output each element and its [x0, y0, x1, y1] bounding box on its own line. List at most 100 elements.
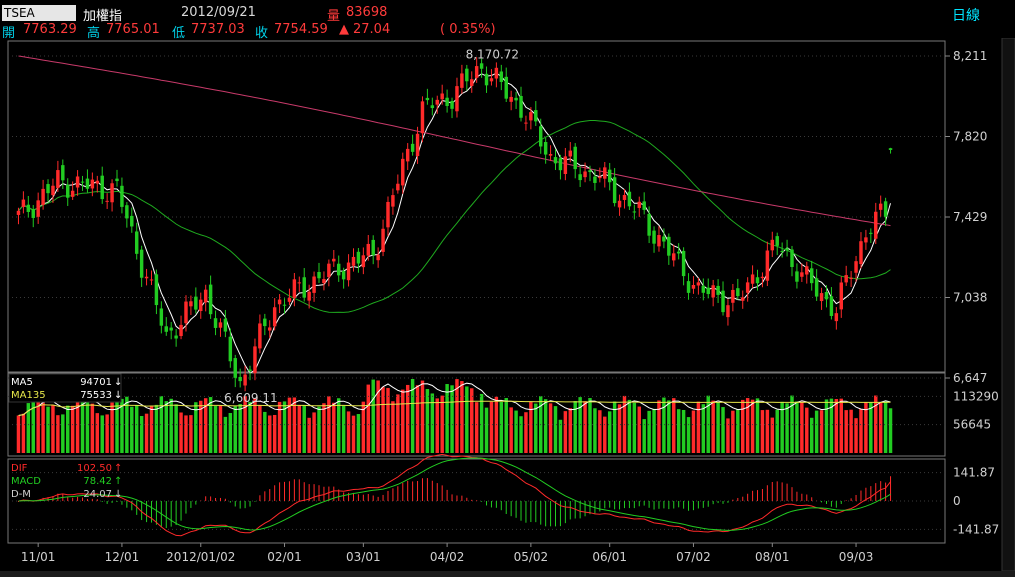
open-label: 開	[2, 26, 16, 41]
volume-tick-label: 113290	[953, 389, 999, 403]
volume-bar	[765, 409, 770, 453]
macd-histogram-bar	[855, 494, 857, 501]
macd-histogram-bar	[466, 497, 468, 501]
volume-bar	[731, 410, 735, 453]
macd-histogram-bar	[653, 501, 655, 510]
candle-body	[765, 250, 770, 281]
volume-value: 83698	[346, 5, 388, 20]
candle-body	[134, 231, 139, 254]
volume-bar	[317, 406, 321, 453]
dif-line	[18, 453, 891, 537]
candle-body	[484, 73, 489, 86]
volume-bar	[282, 401, 287, 453]
macd-histogram-bar	[264, 491, 266, 501]
x-tick-label: 11/01	[21, 550, 56, 564]
candle-body	[100, 175, 104, 200]
candle-body	[238, 376, 242, 382]
macd-histogram-bar	[67, 496, 69, 501]
macd-histogram-bar	[456, 495, 458, 501]
volume-bar	[839, 398, 843, 453]
candle-body	[105, 200, 109, 202]
candle-body	[465, 68, 469, 82]
close-label: 收	[255, 26, 269, 41]
macd-histogram-bar	[683, 501, 685, 509]
candle-body	[164, 326, 168, 332]
candle-body	[415, 133, 420, 157]
candle-body	[376, 254, 380, 261]
candle-body	[272, 307, 277, 327]
candle-body	[775, 236, 779, 246]
macd-histogram-bar	[205, 496, 207, 501]
candle-body	[223, 318, 228, 332]
candle-body	[888, 148, 893, 150]
candle-body	[593, 176, 597, 183]
macd-histogram-bar	[614, 501, 616, 510]
volume-bar	[874, 395, 878, 453]
volume-bar	[268, 415, 272, 453]
macd-histogram-bar	[190, 501, 192, 508]
candle-body	[199, 299, 203, 312]
candle-body	[529, 112, 533, 121]
x-tick-label: 05/02	[514, 550, 549, 564]
volume-bar	[504, 398, 508, 453]
macd-histogram-bar	[702, 501, 704, 508]
volume-bar	[543, 399, 548, 453]
volume-bar	[548, 403, 553, 453]
volume-legend-label: MA5	[11, 377, 33, 388]
volume-ma5-line	[18, 382, 891, 416]
low-annotation: 6,609.11	[224, 391, 277, 405]
macd-histogram-bar	[382, 494, 384, 501]
candle-body	[346, 262, 351, 281]
candle-body	[31, 208, 35, 218]
price-tick-label: 7,820	[953, 130, 987, 144]
candle-body	[770, 239, 775, 251]
volume-bar	[529, 401, 533, 453]
volume-bar	[401, 389, 405, 453]
x-tick-label: 02/01	[267, 550, 302, 564]
ma-short-line	[18, 72, 891, 374]
macd-histogram	[8, 472, 945, 530]
candle-body	[16, 210, 21, 215]
candle-body	[144, 276, 149, 279]
price-grid	[8, 55, 950, 379]
candle-body	[130, 215, 134, 227]
macd-histogram-bar	[402, 482, 404, 501]
candle-body	[218, 322, 223, 328]
volume-bar	[292, 397, 297, 453]
macd-histogram-bar	[727, 501, 729, 503]
volume-bar	[218, 405, 223, 453]
volume-bar	[726, 418, 730, 453]
macd-histogram-bar	[461, 495, 463, 501]
macd-histogram-bar	[870, 486, 872, 501]
period-selector[interactable]: 日線	[952, 8, 980, 24]
macd-histogram-bar	[481, 501, 483, 502]
candle-body	[612, 177, 617, 204]
candle-body	[667, 236, 671, 256]
volume-bar	[534, 403, 538, 453]
macd-histogram-bar	[17, 501, 19, 502]
macd-signal-line	[18, 457, 891, 531]
right-scrollbar	[1001, 38, 1015, 571]
price-panel-frame	[7, 40, 946, 374]
macd-histogram-bar	[530, 501, 532, 523]
volume-bar	[85, 399, 90, 453]
macd-histogram-bar	[318, 485, 320, 501]
macd-histogram-bar	[308, 484, 310, 501]
bottom-scrollbar[interactable]	[0, 571, 1015, 577]
macd-legend-arrow: ↓	[114, 489, 122, 500]
macd-histogram-bar	[712, 501, 714, 505]
macd-histogram-bar	[579, 501, 581, 519]
date-text: 2012/09/21	[181, 5, 256, 20]
candle-body	[169, 327, 173, 331]
candle-body	[75, 176, 80, 188]
macd-histogram-bar	[752, 490, 754, 501]
volume-bar	[711, 400, 715, 453]
volume-bar	[499, 401, 504, 453]
candle-body	[26, 204, 31, 212]
symbol-field[interactable]: TSEA	[2, 5, 76, 21]
candle-body	[583, 171, 587, 178]
candle-body	[327, 263, 331, 278]
volume-bar	[386, 388, 390, 453]
volume-panel-frame	[7, 371, 946, 457]
volume-bar	[647, 410, 651, 453]
